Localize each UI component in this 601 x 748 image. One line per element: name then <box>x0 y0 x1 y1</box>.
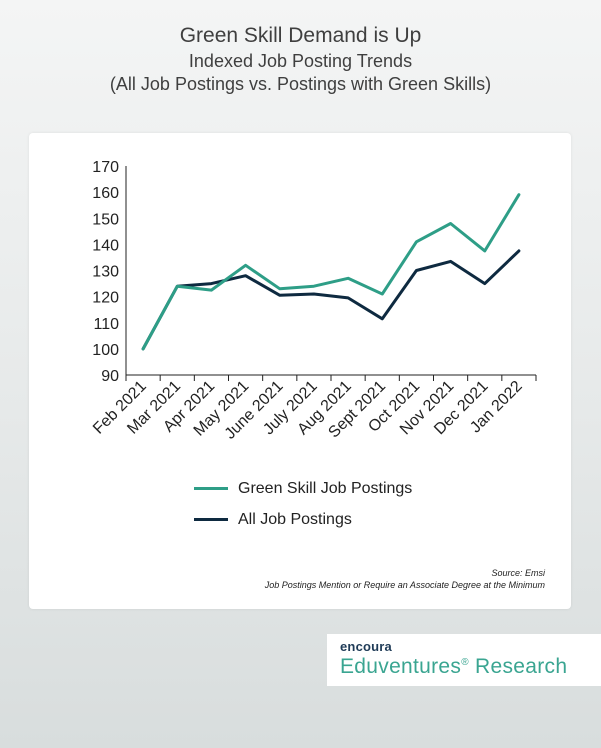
legend-swatch-all <box>194 518 228 521</box>
chart-card: 90 100 110 120 130 140 150 160 170 Feb 2021 Mar 20… <box>29 133 571 609</box>
y-tick-label: 160 <box>92 185 119 202</box>
y-tick-label: 170 <box>92 159 119 176</box>
legend-swatch-green <box>194 487 228 490</box>
y-tick-label: 150 <box>92 211 119 228</box>
series-line-all-postings <box>141 249 521 351</box>
y-tick-label: 90 <box>101 368 119 385</box>
brand-eduventures-name: Eduventures <box>340 655 462 678</box>
y-tick-label: 100 <box>92 342 119 359</box>
legend-item-green: Green Skill Job Postings <box>194 473 412 504</box>
legend-label-green: Green Skill Job Postings <box>238 479 413 497</box>
series-line-green-skill <box>141 193 521 351</box>
legend-item-all: All Job Postings <box>194 504 412 535</box>
y-tick-label: 140 <box>92 237 119 254</box>
chart-title: Green Skill Demand is Up <box>179 24 422 47</box>
chart-subtitle-2: (All Job Postings vs. Postings with Gree… <box>109 74 492 94</box>
brand-registered-mark: ® <box>461 657 469 668</box>
chart-subtitle-1: Indexed Job Posting Trends <box>188 51 413 71</box>
chart-legend: Green Skill Job Postings All Job Posting… <box>194 473 412 535</box>
brand-research: Research <box>468 655 568 678</box>
brand-logo: encoura Eduventures® Research <box>327 634 601 686</box>
y-tick-label: 110 <box>93 316 119 333</box>
chart-titles: Green Skill Demand is Up Indexed Job Pos… <box>0 22 601 96</box>
legend-label-all: All Job Postings <box>238 510 352 528</box>
source-line: Source: Emsi <box>491 568 545 578</box>
y-tick-label: 120 <box>92 290 119 307</box>
brand-eduventures: Eduventures® Research <box>340 655 567 679</box>
source-note: Source: Emsi Job Postings Mention or Req… <box>265 567 545 591</box>
brand-encoura: encoura <box>340 639 392 654</box>
y-tick-label: 130 <box>92 264 119 281</box>
source-footnote: Job Postings Mention or Require an Assoc… <box>264 580 545 590</box>
